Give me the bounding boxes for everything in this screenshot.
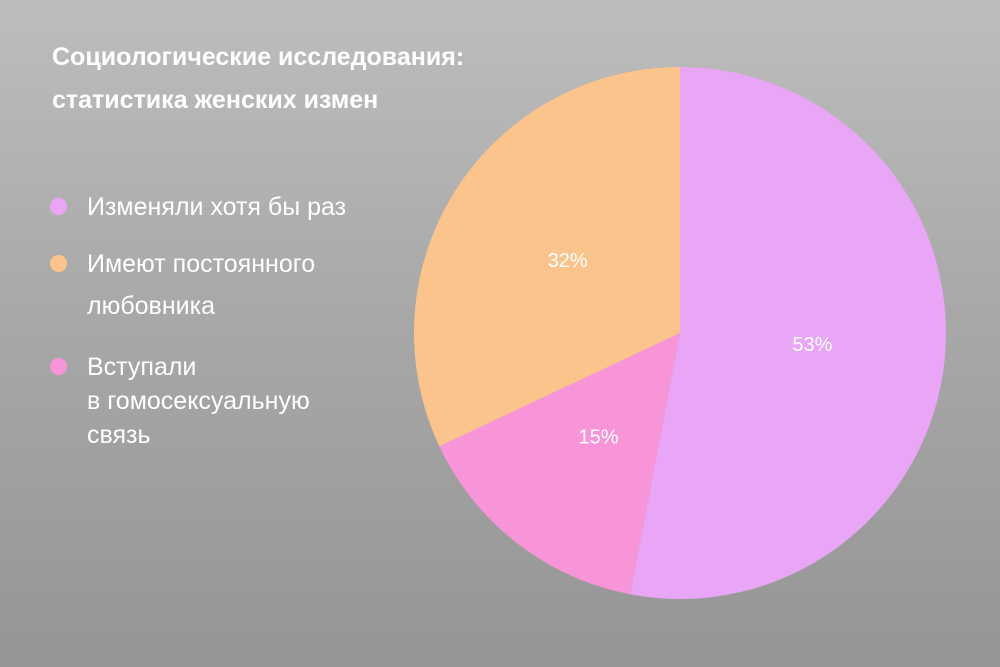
legend-label-line: Изменяли хотя бы раз (87, 193, 347, 221)
pie-slice-label-1: 15% (578, 426, 618, 448)
legend-dot-cheated-once (50, 198, 67, 215)
pie-slice-2 (414, 67, 680, 447)
chart-title-line-1: Социологические исследования: (52, 43, 465, 71)
legend-label-line: в гомосексуальную (87, 387, 310, 415)
legend-label-line: связь (87, 421, 151, 449)
legend-label-line: Вступали (87, 353, 197, 381)
pie-slice-label-0: 53% (792, 334, 832, 356)
pie-slice-0 (630, 67, 947, 599)
legend-item-cheated-once: Изменяли хотя бы раз (50, 190, 387, 224)
legend-label-line: Имеют постоянного (87, 250, 316, 278)
chart-title-line-2: статистика женских измен (52, 86, 379, 114)
pie-slice-label-2: 32% (548, 250, 588, 272)
chart-legend: Изменяли хотя бы раз Имеют постоянного л… (50, 0, 410, 667)
legend-dot-permanent-lover (50, 255, 67, 272)
chart-title: Социологические исследования: статистика… (52, 36, 612, 122)
legend-item-permanent-lover: Имеют постоянного любовника (50, 247, 387, 323)
legend-label-permanent-lover: Имеют постоянного любовника (87, 247, 387, 323)
legend-item-same-sex: Вступали в гомосексуальную связь (50, 350, 387, 452)
legend-label-line: любовника (87, 292, 216, 320)
legend-label-same-sex: Вступали в гомосексуальную связь (87, 350, 387, 452)
legend-label-cheated-once: Изменяли хотя бы раз (87, 190, 387, 224)
legend-dot-same-sex (50, 358, 67, 375)
pie-slice-1 (439, 333, 680, 595)
